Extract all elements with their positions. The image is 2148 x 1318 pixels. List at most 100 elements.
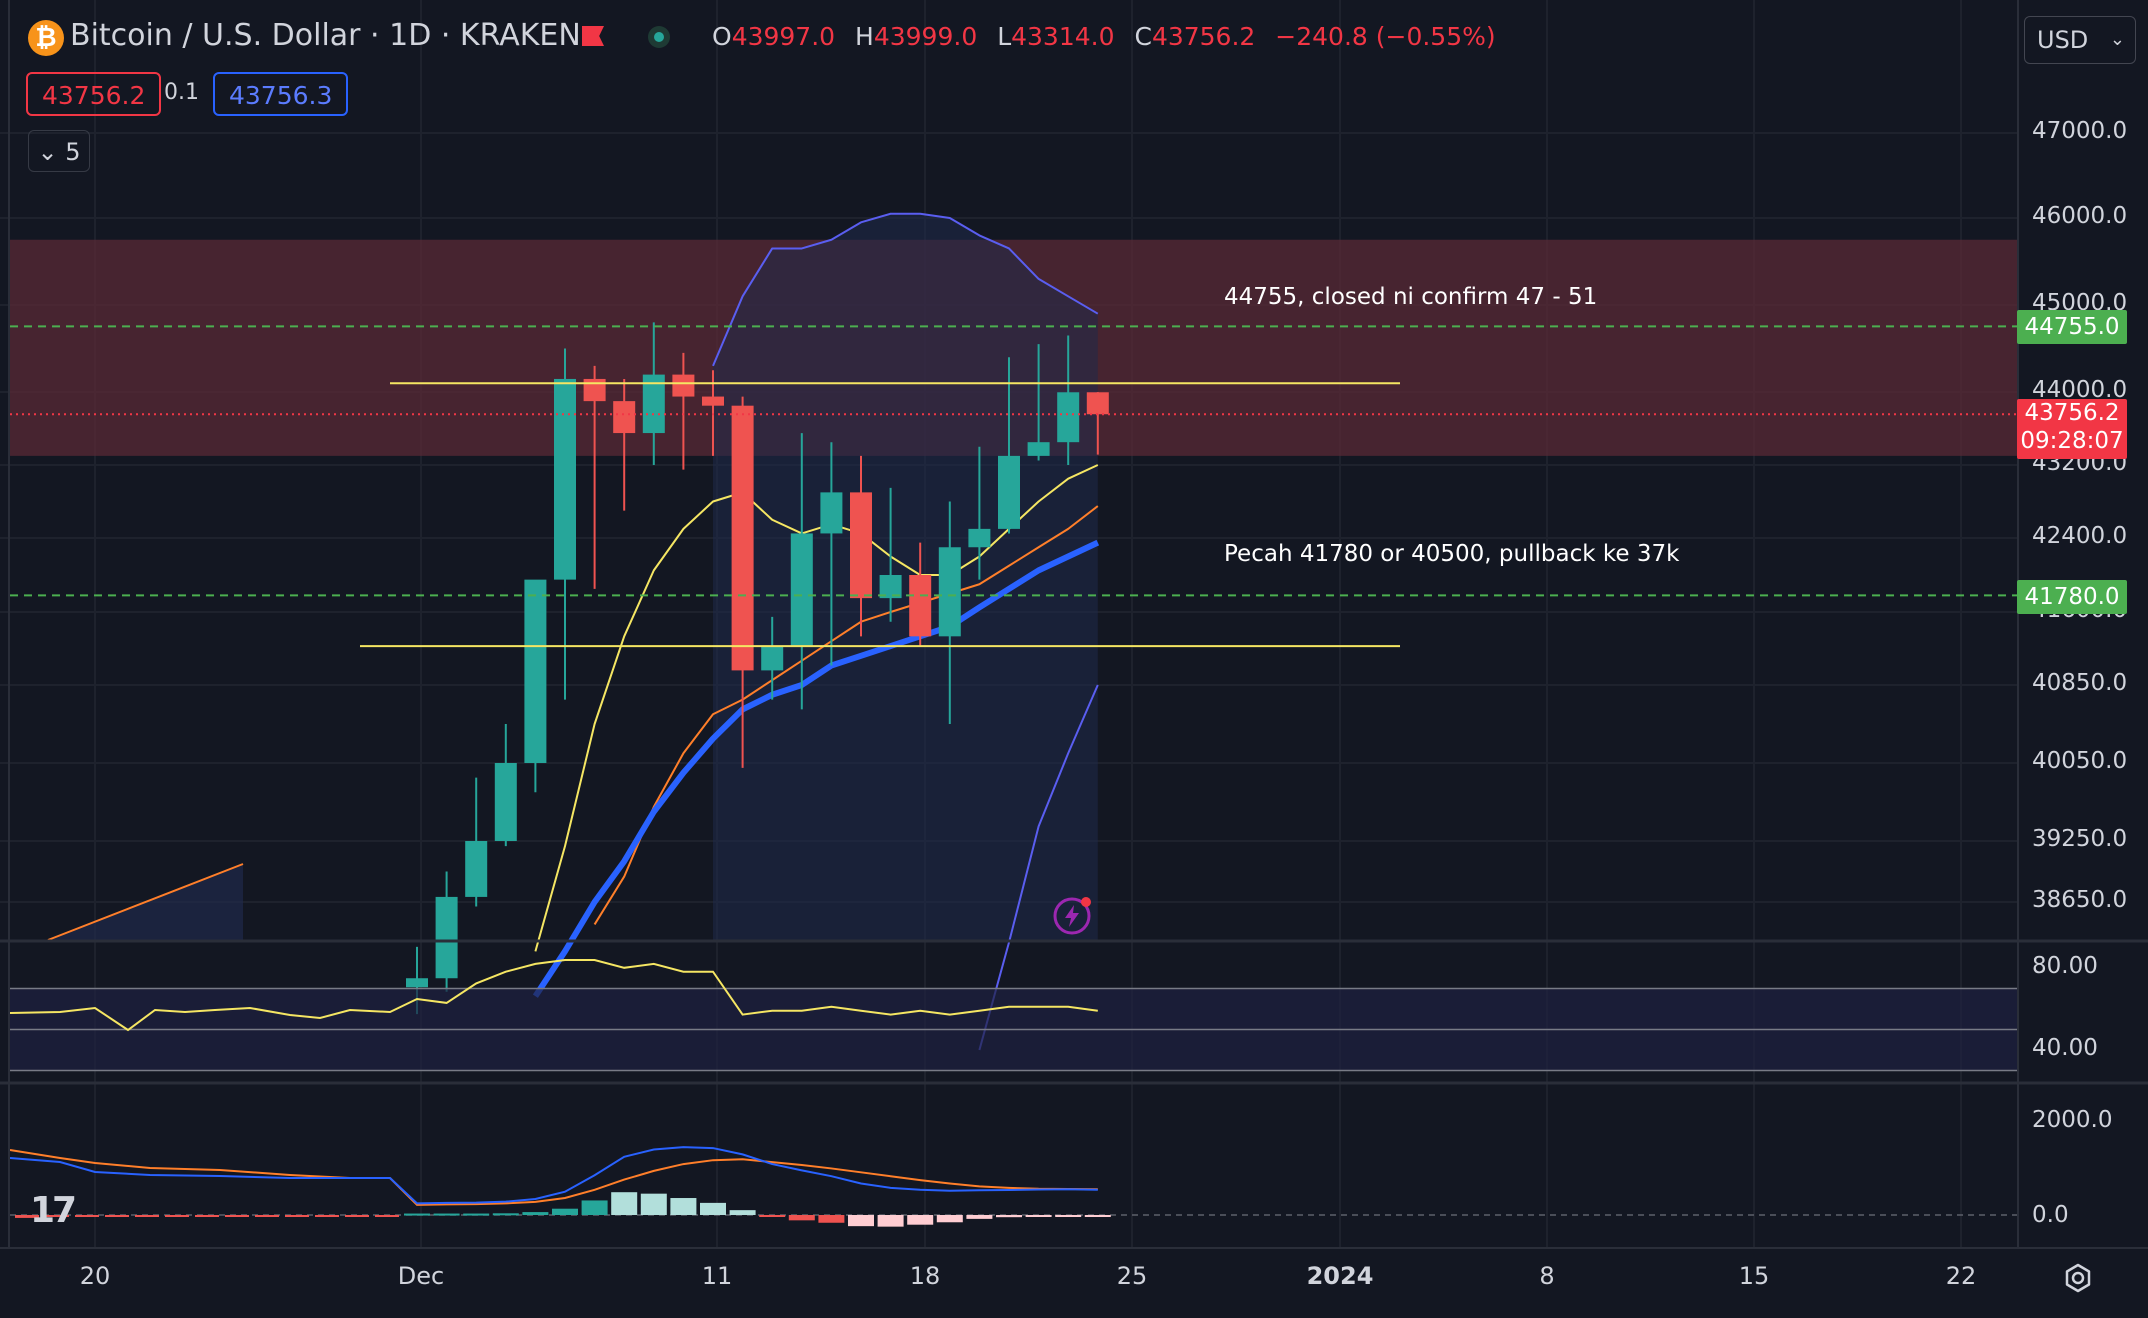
candle-body (583, 378, 606, 402)
ma-blue-line (532, 539, 1100, 998)
candle-body (613, 401, 636, 434)
price-axis-label: 42400.0 (2032, 523, 2128, 549)
macd-axis-label: 0.0 (2032, 1202, 2069, 1228)
macd-histogram-bar (966, 1215, 993, 1219)
macd-histogram-bar (611, 1192, 638, 1215)
high-value: 43999.0 (873, 22, 978, 51)
candle-body (968, 528, 991, 548)
macd-histogram-bar (1055, 1215, 1082, 1217)
time-axis-label: 22 (1945, 1262, 1977, 1290)
macd-histogram-bar (225, 1215, 249, 1217)
spread-value: 0.1 (164, 80, 199, 105)
candle-body (702, 396, 724, 406)
currency-select[interactable]: USD ⌄ (2024, 16, 2136, 64)
ma-orange-line (593, 505, 1099, 925)
macd-histogram-bar (552, 1208, 578, 1215)
time-axis-label: 25 (1116, 1262, 1148, 1290)
countdown-timer: 09:28:07 (2020, 428, 2124, 454)
level-tag-high: 44755.0 (2017, 310, 2127, 344)
macd-axis-label: 2000.0 (2032, 1107, 2113, 1133)
candle-body (850, 492, 872, 599)
candle-body (435, 896, 458, 979)
candle-body (1027, 442, 1050, 456)
indicators-count: 5 (65, 138, 81, 166)
close-label: C (1134, 22, 1152, 51)
time-axis-label: 11 (701, 1262, 733, 1290)
flag-icon[interactable] (582, 26, 604, 46)
candle-body (820, 492, 843, 534)
candle-body (761, 646, 784, 671)
macd-histogram-bar (670, 1198, 697, 1215)
annotation-upper[interactable]: 44755, closed ni confirm 47 - 51 (1224, 284, 1598, 310)
macd-histogram-bar (404, 1213, 430, 1216)
macd-histogram-bar (315, 1215, 339, 1217)
macd-histogram-bar (75, 1215, 99, 1217)
candle-body (494, 763, 517, 841)
rsi-line (9, 959, 1098, 1032)
symbol-title[interactable]: Bitcoin / U.S. Dollar · 1D · KRAKEN (70, 18, 581, 53)
time-axis-label: 2024 (1306, 1262, 1374, 1290)
bitcoin-icon: ₿ (28, 20, 64, 56)
macd-histogram-bar (285, 1215, 309, 1217)
macd-histogram-bar (1084, 1215, 1111, 1217)
candle-body (554, 378, 576, 580)
indicator-lines (47, 212, 1100, 1051)
annotation-lower[interactable]: Pecah 41780 or 40500, pullback ke 37k (1224, 541, 1680, 567)
price-axis-label: 39250.0 (2032, 826, 2128, 852)
price-axis-label: 40050.0 (2032, 748, 2128, 774)
open-value: 43997.0 (731, 22, 836, 51)
macd-histogram-bar (907, 1215, 934, 1225)
bollinger-lower-line (978, 684, 1099, 1051)
candle-body (672, 374, 695, 397)
macd-line (9, 1146, 1098, 1205)
gear-icon[interactable] (2062, 1262, 2094, 1294)
price-axis-label: 46000.0 (2032, 203, 2128, 229)
chevron-down-icon: ⌄ (2109, 29, 2125, 50)
macd-histogram-bar (492, 1213, 519, 1216)
bollinger-band-fill (713, 213, 1098, 940)
sell-button[interactable]: 43756.2 (26, 72, 162, 116)
macd-pane[interactable] (9, 1146, 2018, 1227)
macd-histogram-bar (996, 1215, 1022, 1218)
macd-histogram-bar (15, 1215, 39, 1218)
lightning-icon[interactable] (1052, 896, 1092, 936)
level-tag-low: 41780.0 (2017, 580, 2127, 614)
macd-histogram-bar (877, 1215, 904, 1227)
high-label: H (855, 22, 874, 51)
candle-body (1086, 392, 1109, 415)
open-label: O (712, 22, 732, 51)
macd-histogram-bar (759, 1215, 786, 1217)
price-axis-label: 47000.0 (2032, 118, 2128, 144)
candle-body (938, 547, 961, 637)
macd-histogram-bar (45, 1215, 69, 1217)
candle-body (465, 841, 488, 897)
time-axis-label: 15 (1738, 1262, 1770, 1290)
pane-separators (0, 0, 2148, 1249)
rsi-axis-label: 40.00 (2032, 1035, 2098, 1061)
macd-histogram-bar (788, 1215, 815, 1221)
indicators-collapse-button[interactable]: ⌄ 5 (28, 130, 90, 172)
change-value: −240.8 (−0.55%) (1275, 22, 1496, 51)
macd-histogram-bar (375, 1215, 399, 1217)
level-lines[interactable] (10, 325, 2018, 648)
rsi-pane[interactable] (9, 959, 2018, 1072)
macd-histogram-bar (848, 1215, 874, 1227)
macd-histogram-bar (729, 1210, 756, 1215)
currency-value: USD (2037, 26, 2089, 54)
last-price-tag: 43756.2 09:28:07 (2017, 399, 2127, 459)
macd-histogram-bar (1025, 1215, 1052, 1217)
candle-body (524, 579, 547, 763)
low-label: L (997, 22, 1012, 51)
candle-body (1057, 392, 1080, 443)
trend-line (47, 863, 244, 941)
macd-histogram-bar (135, 1215, 159, 1217)
price-axis-label: 38650.0 (2032, 887, 2128, 913)
tradingview-logo[interactable]: 17 (30, 1190, 77, 1231)
macd-histogram-bar (640, 1193, 667, 1215)
low-value: 43314.0 (1011, 22, 1115, 51)
buy-button[interactable]: 43756.3 (213, 72, 349, 116)
market-open-icon[interactable] (648, 26, 670, 48)
macd-histogram-bar (522, 1212, 549, 1215)
candlestick-series[interactable] (406, 322, 1109, 1015)
